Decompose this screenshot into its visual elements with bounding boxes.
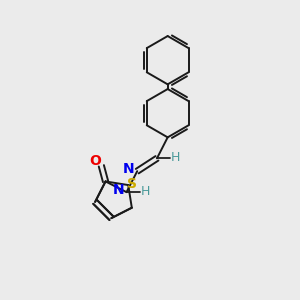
Text: N: N bbox=[112, 183, 124, 197]
Text: H: H bbox=[171, 151, 180, 164]
Text: O: O bbox=[89, 154, 101, 168]
Text: S: S bbox=[127, 177, 137, 190]
Text: H: H bbox=[140, 185, 150, 198]
Text: N: N bbox=[123, 162, 135, 176]
